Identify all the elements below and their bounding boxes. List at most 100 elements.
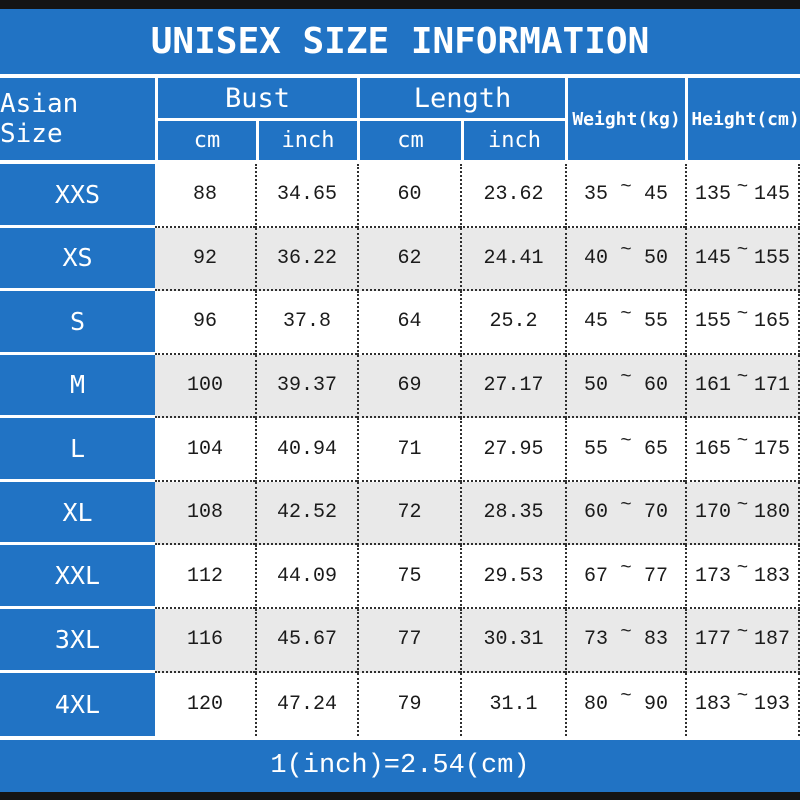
weight-max: 60 [643, 373, 668, 397]
bust-inch-cell: 34.65 [255, 164, 357, 228]
height-max: 180 [753, 501, 790, 525]
size-cell: L [0, 418, 155, 482]
weight-max: 83 [643, 628, 668, 652]
weight-max: 50 [643, 246, 668, 270]
header-bust-inch-label: inch [259, 121, 357, 160]
bust-cm-cell: 108 [155, 481, 255, 546]
length-inch-cell: 24.41 [460, 227, 565, 292]
table-row-m: M 100 39.37 69 27.17 50 ~60 161 ~171 [0, 354, 800, 419]
bust-cm-cell: 88 [155, 164, 255, 228]
header-divider [155, 78, 158, 160]
height-min: 165 [695, 437, 732, 461]
tilde-symbol: ~ [620, 430, 632, 453]
page-title: UNISEX SIZE INFORMATION [150, 21, 650, 62]
size-cell: XL [0, 481, 155, 546]
table-row-s: S 96 37.8 64 25.2 45 ~55 155 ~165 [0, 291, 800, 355]
height-range-cell: 155 ~165 [685, 291, 800, 355]
bust-cm-cell: 112 [155, 545, 255, 609]
length-cm-cell: 60 [357, 164, 460, 228]
header-divider [685, 78, 688, 160]
weight-min: 55 [584, 437, 609, 461]
size-cell: 3XL [0, 608, 155, 673]
bust-cm-cell: 116 [155, 608, 255, 673]
weight-range-cell: 40 ~50 [565, 227, 685, 292]
tilde-symbol: ~ [736, 302, 749, 325]
height-range-cell: 145 ~155 [685, 227, 800, 292]
size-cell: 4XL [0, 672, 155, 737]
height-max: 145 [753, 183, 790, 207]
height-range-cell: 135 ~145 [685, 164, 800, 228]
tilde-symbol: ~ [620, 620, 632, 643]
weight-range-cell: 35 ~45 [565, 164, 685, 228]
tilde-symbol: ~ [736, 557, 749, 580]
length-inch-cell: 31.1 [460, 672, 565, 737]
length-cm-cell: 64 [357, 291, 460, 355]
title-banner: UNISEX SIZE INFORMATION [0, 9, 800, 74]
header-length-inch-label: inch [464, 121, 565, 160]
length-inch-cell: 27.17 [460, 354, 565, 419]
header-asian-size-label: Asian Size [0, 89, 79, 149]
table-header: Asian Size Bust cm inch Length cm inch W… [0, 78, 800, 160]
height-range-cell: 161 ~171 [685, 354, 800, 419]
divider [0, 160, 800, 164]
tilde-symbol: ~ [620, 493, 632, 516]
weight-min: 67 [584, 564, 609, 588]
height-max: 183 [753, 564, 790, 588]
tilde-symbol: ~ [620, 366, 632, 389]
weight-range-cell: 67 ~77 [565, 545, 685, 609]
weight-range-cell: 80 ~90 [565, 672, 685, 737]
header-group-bust: Bust cm inch [158, 78, 357, 160]
length-inch-cell: 30.31 [460, 608, 565, 673]
weight-range-cell: 45 ~55 [565, 291, 685, 355]
table-row-xxl: XXL 112 44.09 75 29.53 67 ~77 173 ~183 [0, 545, 800, 609]
bust-inch-cell: 44.09 [255, 545, 357, 609]
weight-range-cell: 55 ~65 [565, 418, 685, 482]
tilde-symbol: ~ [736, 620, 749, 643]
height-min: 155 [695, 310, 732, 334]
tilde-symbol: ~ [620, 302, 632, 325]
header-weight-label: Weight(kg) [568, 78, 685, 160]
header-bust-subrow: cm inch [158, 121, 357, 160]
table-body: XXS 88 34.65 60 23.62 35 ~45 135 ~145 XS 9… [0, 164, 800, 737]
height-max: 175 [753, 437, 790, 461]
height-min: 170 [695, 501, 732, 525]
size-cell: XS [0, 227, 155, 292]
length-cm-cell: 79 [357, 672, 460, 737]
height-min: 135 [695, 183, 732, 207]
weight-min: 60 [584, 501, 609, 525]
tilde-symbol: ~ [736, 685, 749, 708]
weight-max: 65 [643, 437, 668, 461]
weight-range-cell: 73 ~83 [565, 608, 685, 673]
height-range-cell: 173 ~183 [685, 545, 800, 609]
tilde-symbol: ~ [736, 366, 749, 389]
height-range-cell: 183 ~193 [685, 672, 800, 737]
length-inch-cell: 27.95 [460, 418, 565, 482]
height-range-cell: 165 ~175 [685, 418, 800, 482]
header-bust-cm-label: cm [158, 121, 256, 160]
table-row-3xl: 3XL 116 45.67 77 30.31 73 ~83 177 ~187 [0, 608, 800, 673]
weight-min: 40 [584, 246, 609, 270]
tilde-symbol: ~ [620, 175, 632, 198]
length-inch-cell: 28.35 [460, 481, 565, 546]
weight-max: 55 [643, 310, 668, 334]
table-row-l: L 104 40.94 71 27.95 55 ~65 165 ~175 [0, 418, 800, 482]
tilde-symbol: ~ [736, 430, 749, 453]
length-inch-cell: 25.2 [460, 291, 565, 355]
size-cell: XXL [0, 545, 155, 609]
weight-min: 35 [584, 183, 609, 207]
tilde-symbol: ~ [736, 239, 749, 262]
length-inch-cell: 23.62 [460, 164, 565, 228]
bust-cm-cell: 92 [155, 227, 255, 292]
weight-max: 77 [643, 564, 668, 588]
weight-max: 45 [643, 183, 668, 207]
tilde-symbol: ~ [620, 239, 632, 262]
size-cell: XXS [0, 164, 155, 228]
size-cell: M [0, 354, 155, 419]
bust-cm-cell: 96 [155, 291, 255, 355]
header-bust-label: Bust [158, 78, 357, 118]
header-group-length: Length cm inch [360, 78, 565, 160]
divider [0, 736, 800, 740]
height-max: 187 [753, 628, 790, 652]
height-max: 193 [753, 692, 790, 716]
